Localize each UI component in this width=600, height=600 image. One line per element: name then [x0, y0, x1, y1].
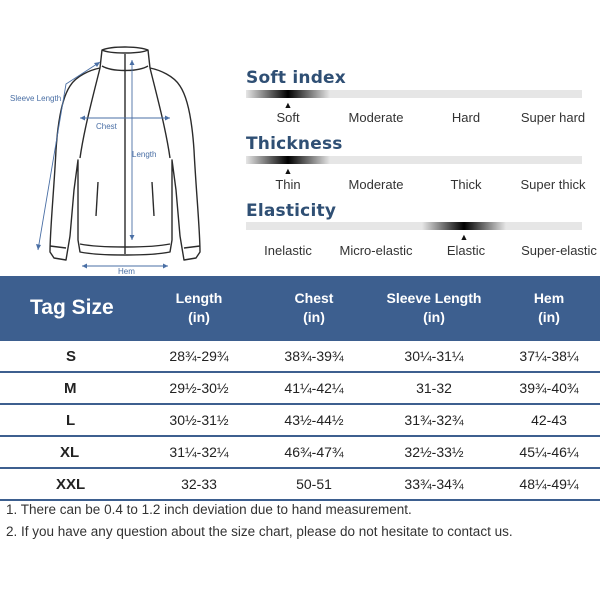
thickness-options: Thin Moderate Thick Super thick [246, 177, 586, 193]
elasticity-options: Inelastic Micro-elastic Elastic Super-el… [246, 243, 597, 259]
length-column-header: Length (in) [140, 276, 258, 340]
column-header-label: Hem [533, 289, 565, 306]
length-cell: 28¾-29¾ [140, 339, 258, 373]
size-cell: M [0, 372, 140, 405]
soft-index-option: Super hard [520, 110, 586, 125]
elasticity-option: Super-elastic [521, 243, 597, 258]
elasticity-option: Inelastic [264, 243, 312, 258]
column-header-unit: (in) [188, 308, 210, 325]
sleeve-length-cell: 31¾-32¾ [370, 404, 498, 437]
sleeve-length-column-header: Sleeve Length (in) [370, 276, 498, 340]
column-header-label: Sleeve Length [386, 289, 482, 306]
sleeve-length-cell: 33¾-34¾ [370, 468, 498, 501]
length-cell: 32-33 [140, 468, 258, 501]
hem-cell: 37¼-38¼ [498, 339, 600, 373]
soft-index-option: Moderate [348, 110, 404, 125]
elasticity-highlight [422, 222, 506, 230]
chest-column-header: Chest (in) [258, 276, 370, 340]
chest-cell: 38¾-39¾ [258, 339, 370, 373]
tag-size-header: Tag Size [0, 276, 140, 340]
elasticity-option: Elastic [446, 243, 486, 258]
elasticity-scale-bar [246, 222, 582, 230]
chest-cell: 46¾-47¾ [258, 436, 370, 469]
chest-cell: 50-51 [258, 468, 370, 501]
sleeve-length-cell: 31-32 [370, 372, 498, 405]
table-row: S 28¾-29¾ 38¾-39¾ 30¼-31¼ 37¼-38¼ [0, 339, 600, 373]
length-label: Length [132, 150, 157, 159]
sleeve-length-cell: 32½-33½ [370, 436, 498, 469]
elasticity-title: Elasticity [246, 201, 337, 221]
thickness-option: Thick [450, 177, 482, 192]
thickness-title: Thickness [246, 134, 343, 154]
note-contact: 2. If you have any question about the si… [6, 524, 513, 539]
hem-cell: 45¼-46¼ [498, 436, 600, 469]
elasticity-marker-icon: ▲ [459, 232, 469, 242]
table-row: M 29½-30½ 41¼-42¼ 31-32 39¾-40¾ [0, 372, 600, 405]
size-cell: XXL [0, 468, 140, 501]
soft-index-option: Hard [451, 110, 481, 125]
hem-cell: 48¼-49¼ [498, 468, 600, 501]
column-header-unit: (in) [303, 308, 325, 325]
hem-cell: 39¾-40¾ [498, 372, 600, 405]
jacket-diagram: Sleeve Length Chest Length Hem [0, 40, 240, 280]
elasticity-option: Micro-elastic [339, 243, 413, 258]
thickness-scale-bar [246, 156, 582, 164]
thickness-option: Super thick [520, 177, 586, 192]
size-cell: L [0, 404, 140, 437]
hem-column-header: Hem (in) [498, 276, 600, 340]
hem-label: Hem [118, 267, 135, 276]
size-table: Tag Size Length (in) Chest (in) Sleeve L… [0, 276, 600, 501]
soft-index-scale-bar [246, 90, 582, 98]
column-header-label: Length [175, 289, 223, 306]
table-row: XXL 32-33 50-51 33¾-34¾ 48¼-49¼ [0, 468, 600, 501]
size-cell: S [0, 339, 140, 373]
table-row: L 30½-31½ 43½-44½ 31¾-32¾ 42-43 [0, 404, 600, 437]
length-cell: 31¼-32¼ [140, 436, 258, 469]
thickness-option: Moderate [348, 177, 404, 192]
soft-index-highlight [246, 90, 330, 98]
thickness-highlight [246, 156, 330, 164]
column-header-label: Chest [294, 289, 334, 306]
jacket-outline-icon [36, 46, 201, 269]
chest-cell: 41¼-42¼ [258, 372, 370, 405]
table-row: XL 31¼-32¼ 46¾-47¾ 32½-33½ 45¼-46¼ [0, 436, 600, 469]
thickness-option: Thin [275, 177, 301, 192]
table-header-row: Tag Size Length (in) Chest (in) Sleeve L… [0, 276, 600, 340]
size-cell: XL [0, 436, 140, 469]
sleeve-length-cell: 30¼-31¼ [370, 339, 498, 373]
soft-index-options: Soft Moderate Hard Super hard [246, 110, 586, 126]
hem-cell: 42-43 [498, 404, 600, 437]
chest-cell: 43½-44½ [258, 404, 370, 437]
column-header-unit: (in) [538, 308, 560, 325]
soft-index-option: Soft [276, 110, 300, 125]
chest-label: Chest [96, 122, 117, 131]
length-cell: 29½-30½ [140, 372, 258, 405]
sleeve-length-label: Sleeve Length [10, 94, 62, 103]
length-cell: 30½-31½ [140, 404, 258, 437]
soft-index-title: Soft index [246, 68, 346, 88]
column-header-unit: (in) [423, 308, 445, 325]
thickness-marker-icon: ▲ [283, 166, 293, 176]
soft-index-marker-icon: ▲ [283, 100, 293, 110]
note-deviation: 1. There can be 0.4 to 1.2 inch deviatio… [6, 502, 412, 517]
